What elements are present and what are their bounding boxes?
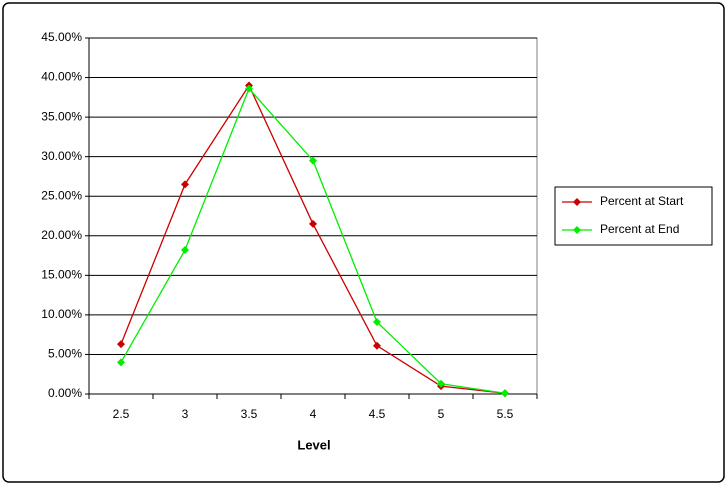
point-marker	[309, 219, 317, 228]
y-tick-label: 25.00%	[41, 188, 82, 202]
point-marker	[181, 180, 189, 189]
y-tick-label: 40.00%	[41, 70, 82, 84]
plot-area	[88, 37, 538, 395]
y-tick-label: 0.00%	[48, 386, 82, 400]
x-tick-label: 4	[310, 407, 317, 421]
point-marker	[309, 156, 317, 165]
x-tick-label: 4.5	[369, 407, 386, 421]
y-tick-label: 5.00%	[48, 347, 82, 361]
legend-marker	[573, 226, 581, 234]
x-tick-label: 3.5	[241, 407, 258, 421]
y-tick-label: 10.00%	[41, 307, 82, 321]
legend-marker	[573, 198, 581, 206]
y-tick-label: 30.00%	[41, 149, 82, 163]
x-tick-label: 5.5	[497, 407, 514, 421]
x-tick-label: 5	[438, 407, 445, 421]
point-marker	[373, 341, 381, 350]
x-tick-label: 3	[182, 407, 189, 421]
y-tick-label: 20.00%	[41, 228, 82, 242]
y-tick-label: 15.00%	[41, 268, 82, 282]
point-marker	[117, 340, 125, 349]
point-marker	[373, 318, 381, 327]
y-tick-label: 35.00%	[41, 109, 82, 123]
point-marker	[181, 246, 189, 255]
legend-box	[554, 186, 713, 246]
x-tick-label: 2.5	[113, 407, 130, 421]
legend-label: Percent at Start	[600, 194, 684, 208]
point-marker	[117, 358, 125, 367]
x-axis-title: Level	[297, 437, 330, 452]
point-marker	[245, 84, 253, 93]
legend-label: Percent at End	[600, 222, 679, 236]
y-tick-label: 45.00%	[41, 30, 82, 44]
point-marker	[501, 389, 509, 398]
point-marker	[437, 379, 445, 388]
